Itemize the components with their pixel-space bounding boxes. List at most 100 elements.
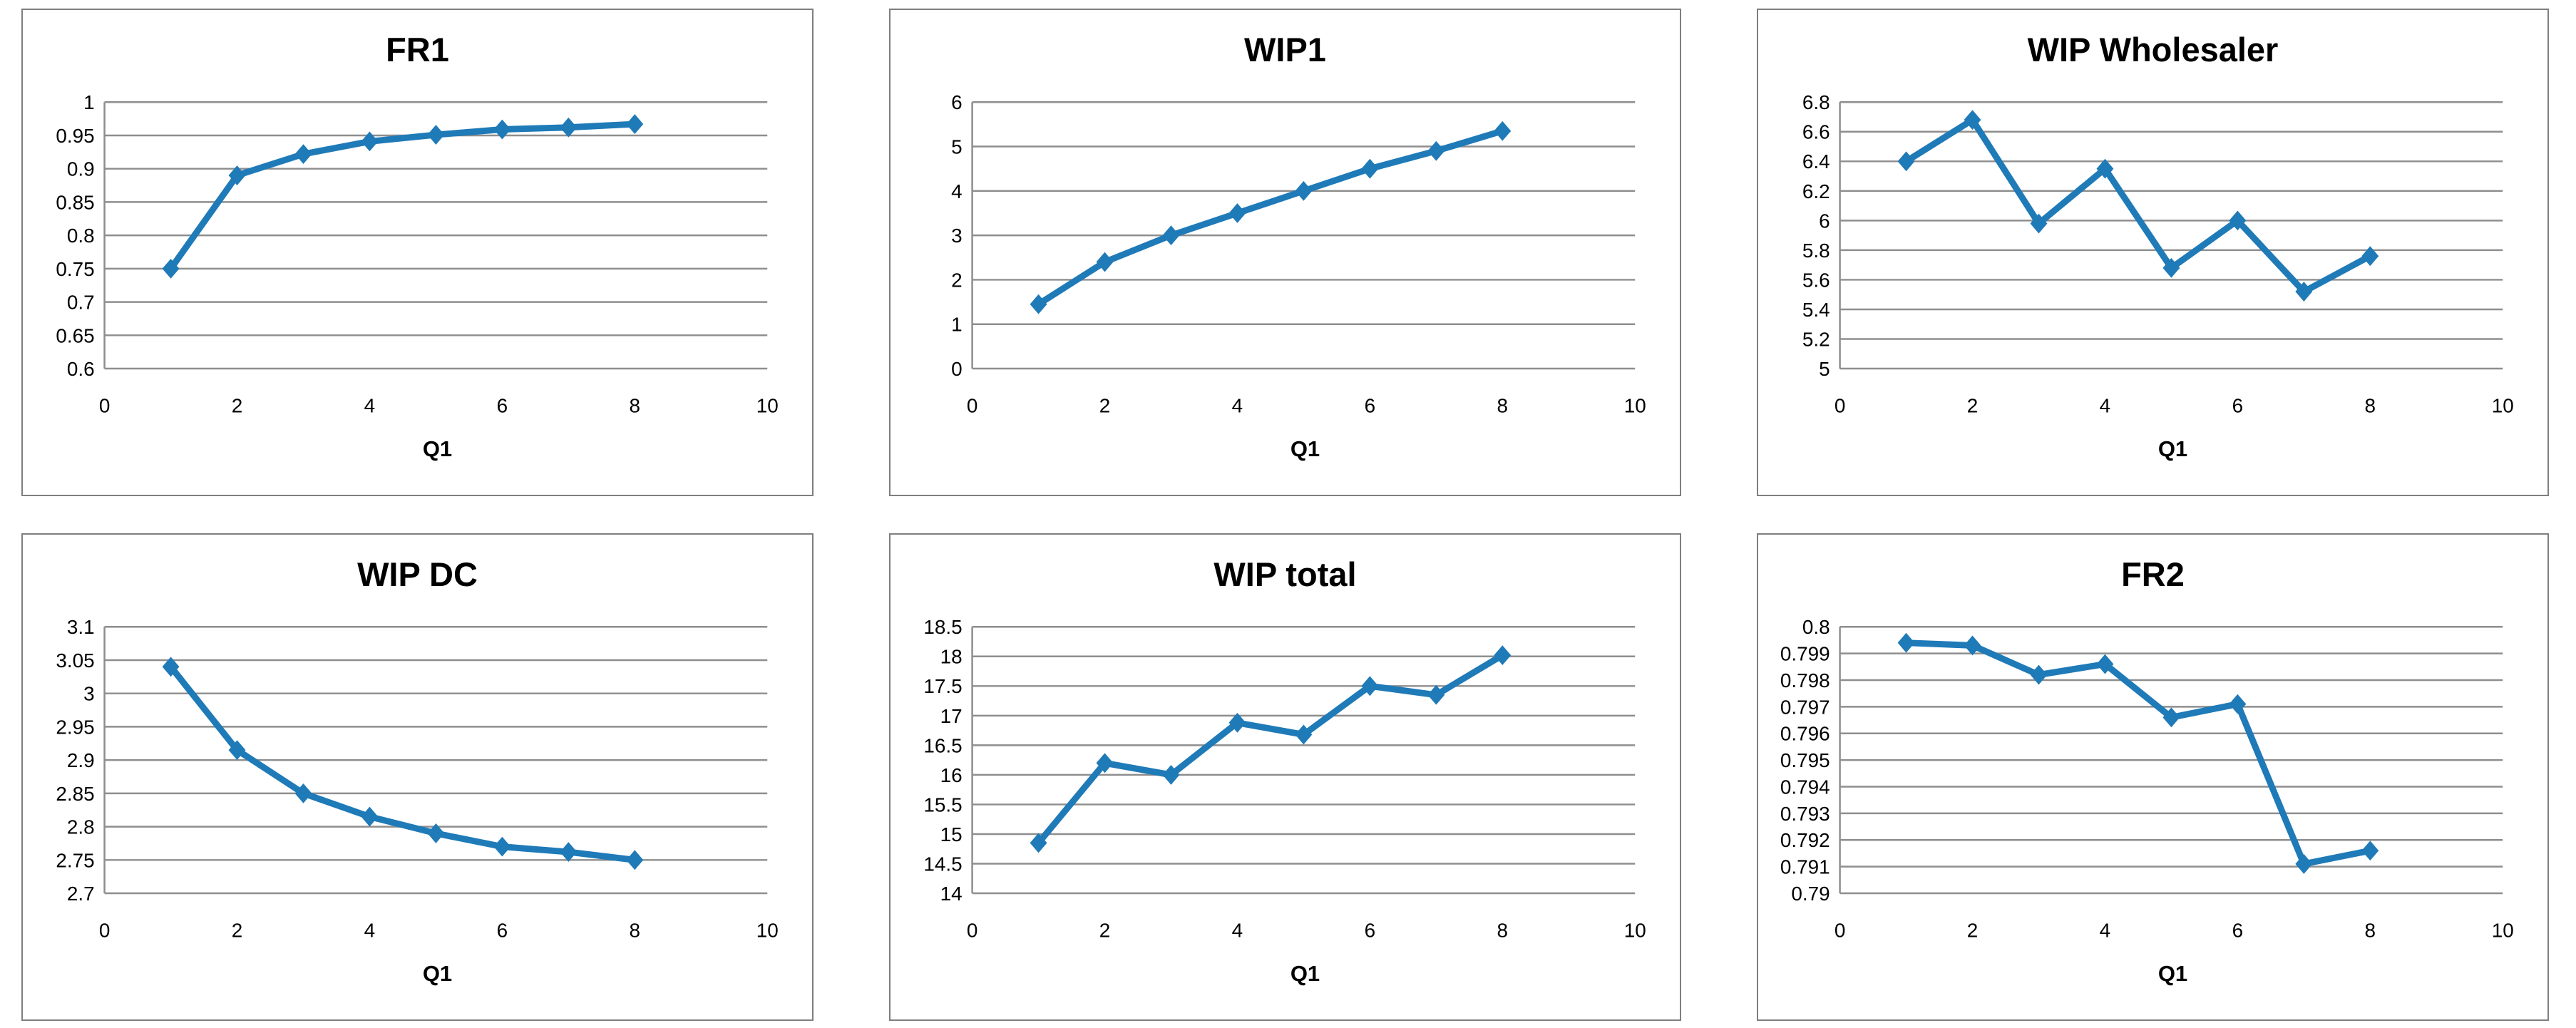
y-tick-label: 5.4 — [1802, 299, 1830, 321]
data-point-marker — [228, 740, 246, 761]
x-tick-label: 0 — [1834, 920, 1846, 942]
y-tick-label: 0.792 — [1780, 829, 1830, 851]
y-tick-label: 1 — [83, 91, 95, 113]
data-point-marker — [1228, 203, 1246, 223]
data-point-marker — [493, 119, 511, 140]
data-point-marker — [162, 657, 180, 677]
data-point-marker — [1030, 833, 1047, 853]
x-tick-label: 4 — [364, 920, 376, 942]
x-tick-label: 10 — [2492, 395, 2514, 417]
y-tick-label: 2.95 — [56, 716, 94, 738]
x-tick-label: 0 — [99, 395, 111, 417]
chart-title-fr1: FR1 — [386, 31, 449, 68]
data-point-marker — [560, 842, 578, 863]
data-point-marker — [294, 783, 312, 803]
y-tick-label: 14 — [940, 883, 963, 905]
series-line — [1903, 116, 2374, 295]
x-tick-label: 10 — [756, 395, 779, 417]
y-tick-label: 0.65 — [56, 324, 94, 346]
y-tick-label: 1 — [951, 314, 963, 336]
data-point-marker — [560, 117, 578, 138]
data-point-marker — [1427, 140, 1445, 161]
data-point-marker — [2162, 707, 2180, 728]
data-point-marker — [1494, 645, 1512, 666]
x-tick-label: 8 — [1497, 395, 1509, 417]
chart-title-wip-total: WIP total — [1213, 555, 1357, 593]
x-tick-label: 8 — [630, 395, 641, 417]
y-tick-label: 0.794 — [1780, 776, 1830, 798]
y-tick-label: 3.05 — [56, 649, 94, 672]
data-point-marker — [2030, 213, 2048, 234]
y-tick-label: 18 — [940, 646, 963, 668]
y-tick-label: 6 — [1819, 210, 1830, 232]
y-tick-label: 0.6 — [67, 358, 95, 380]
data-point-marker — [2361, 841, 2379, 861]
x-axis-title-wip-dc: Q1 — [422, 961, 453, 986]
y-tick-label: 2.7 — [67, 883, 95, 905]
data-point-marker — [2030, 664, 2048, 685]
x-tick-label: 4 — [1232, 920, 1243, 942]
x-tick-label: 2 — [1967, 395, 1979, 417]
y-tick-label: 6.8 — [1802, 91, 1830, 113]
y-tick-label: 0.798 — [1780, 669, 1830, 692]
y-tick-label: 0.797 — [1780, 696, 1830, 718]
data-point-marker — [1427, 684, 1445, 705]
y-tick-label: 0.9 — [67, 158, 95, 180]
y-tick-label: 0 — [951, 358, 963, 380]
y-tick-label: 6 — [951, 91, 963, 113]
x-tick-label: 2 — [232, 920, 243, 942]
x-axis-title-wip1: Q1 — [1290, 436, 1320, 461]
y-tick-label: 0.795 — [1780, 749, 1830, 771]
wip1-plot: 0 1 2 3 4 5 6 0 2 4 6 8 10 — [951, 91, 1646, 417]
x-axis-title-fr1: Q1 — [422, 436, 453, 461]
y-tick-label: 3 — [951, 225, 963, 247]
data-point-marker — [1361, 158, 1379, 179]
data-point-marker — [2229, 210, 2247, 231]
data-point-marker — [162, 258, 180, 279]
data-point-marker — [294, 144, 312, 165]
chart-panel-wip1: WIP1 0 1 2 3 4 5 6 0 2 4 6 8 10 Q1 — [889, 9, 1681, 496]
data-point-marker — [427, 125, 445, 145]
y-tick-label: 15 — [940, 823, 963, 845]
x-tick-label: 8 — [2365, 395, 2376, 417]
x-tick-label: 8 — [2365, 920, 2376, 942]
data-point-marker — [1228, 712, 1246, 733]
data-point-marker — [1897, 632, 1915, 653]
y-tick-label: 5.2 — [1802, 328, 1830, 350]
y-tick-label: 0.7 — [67, 292, 95, 314]
wip-dc-plot: 2.7 2.75 2.8 2.85 2.9 2.95 3 3.05 3.1 0 2 4 6 8 10 — [56, 616, 778, 942]
y-tick-label: 15.5 — [923, 793, 962, 816]
y-tick-label: 2.8 — [67, 816, 95, 838]
data-point-marker — [361, 131, 379, 152]
y-tick-label: 0.791 — [1780, 856, 1830, 878]
y-tick-label: 17 — [940, 705, 963, 727]
y-tick-label: 0.79 — [1791, 883, 1830, 905]
y-tick-label: 0.85 — [56, 191, 94, 213]
y-tick-label: 17.5 — [923, 675, 962, 697]
x-tick-label: 0 — [99, 920, 111, 942]
data-point-marker — [1096, 252, 1114, 272]
data-point-marker — [493, 836, 511, 857]
data-point-marker — [2162, 257, 2180, 278]
x-axis-title-fr2: Q1 — [2157, 961, 2188, 986]
chart-title-wip1: WIP1 — [1244, 31, 1326, 68]
y-tick-label: 5 — [951, 136, 963, 158]
chart-panel-wip-dc: WIP DC 2.7 2.75 2.8 2.85 2.9 2.95 3 3.05 3.1 0 2 4 6… — [21, 533, 814, 1021]
x-tick-label: 0 — [967, 920, 978, 942]
chart-title-fr2: FR2 — [2121, 555, 2185, 593]
wip-total-plot: 14 14.5 15 15.5 16 16.5 17 17.5 18 18.5 0 2 4 6 8 10 — [923, 616, 1646, 942]
chart-title-wip-wholesaler: WIP Wholesaler — [2027, 31, 2279, 68]
x-tick-label: 8 — [1497, 920, 1509, 942]
x-tick-label: 6 — [2232, 395, 2244, 417]
y-tick-label: 6.4 — [1802, 150, 1830, 173]
y-tick-label: 3 — [83, 683, 95, 705]
fr2-plot: 0.79 0.791 0.792 0.793 0.794 0.795 0.796 0.797 0… — [1780, 616, 2514, 942]
series-line — [168, 120, 638, 272]
y-tick-label: 5.8 — [1802, 240, 1830, 262]
y-tick-label: 0.8 — [67, 225, 95, 247]
y-tick-label: 6.6 — [1802, 121, 1830, 143]
x-tick-label: 6 — [497, 395, 508, 417]
x-tick-label: 2 — [1099, 920, 1111, 942]
